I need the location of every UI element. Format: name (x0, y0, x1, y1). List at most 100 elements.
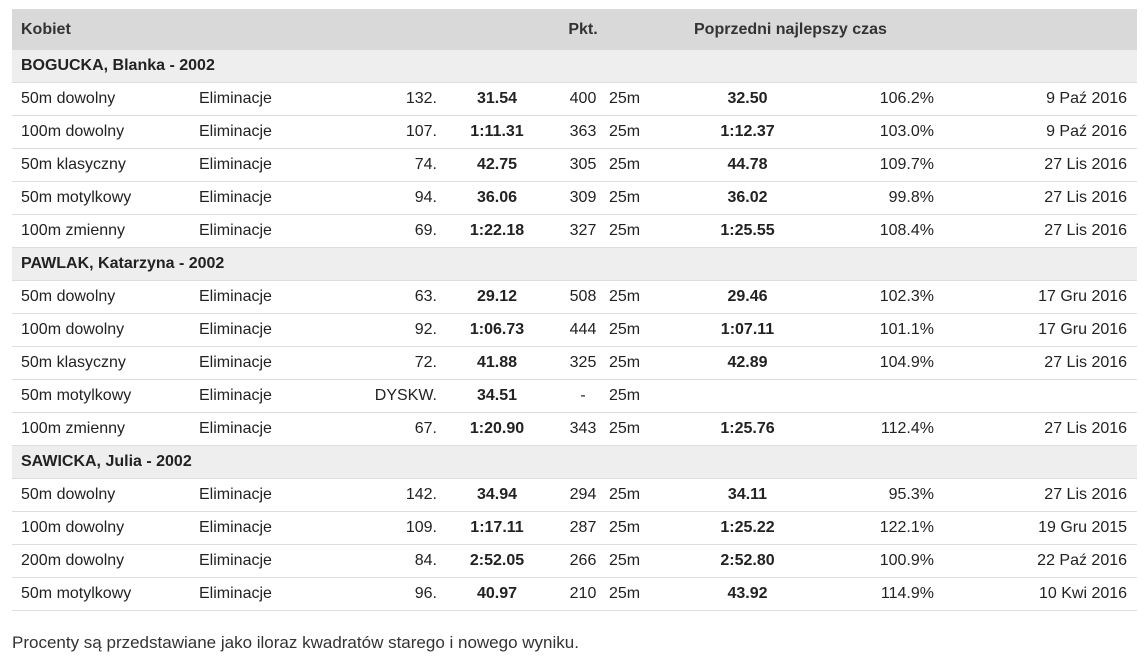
event-name: 100m dowolny (12, 115, 199, 149)
previous-best-time: 1:07.11 (684, 313, 811, 347)
percentage: 101.1% (811, 313, 934, 347)
previous-best-time: 1:12.37 (684, 115, 811, 149)
points: 325 (557, 346, 609, 380)
pool-length: 25m (609, 511, 684, 545)
pool-length: 25m (609, 478, 684, 512)
table-row: 50m motylkowy Eliminacje DYSKW. 34.51-25m (12, 379, 1138, 413)
results-table: Kobiet Pkt. Poprzedni najlepszy czas BOG… (12, 9, 1138, 611)
previous-best-date: 27 Lis 2016 (934, 412, 1138, 446)
table-row: 100m dowolny Eliminacje 107. 1:11.31 363 25m 1… (12, 115, 1138, 149)
place: 94. (322, 181, 437, 215)
place: DYSKW. (322, 379, 437, 413)
points: 444 (557, 313, 609, 347)
table-row: 100m zmienny Eliminacje 69. 1:22.18 327 25m 1:… (12, 214, 1138, 248)
points: 266 (557, 544, 609, 578)
points: 508 (557, 280, 609, 314)
table-row: 50m dowolny Eliminacje 63. 29.12 508 25m 29.46… (12, 280, 1138, 314)
percentage: 122.1% (811, 511, 934, 545)
swim-time: 29.12 (437, 280, 557, 314)
table-row: 100m dowolny Eliminacje 92. 1:06.73 444 25m 1:… (12, 313, 1138, 347)
table-row: 100m dowolny Eliminacje 109. 1:17.11 287 25m 1… (12, 511, 1138, 545)
place: 142. (322, 478, 437, 512)
percentage: 109.7% (811, 148, 934, 182)
table-row: 50m motylkowy Eliminacje 94. 36.06 309 25m 36.… (12, 181, 1138, 215)
event-name: 50m dowolny (12, 280, 199, 314)
event-name: 100m dowolny (12, 511, 199, 545)
header-kobiet: Kobiet (12, 9, 199, 50)
swim-time: 36.06 (437, 181, 557, 215)
previous-best-date: 27 Lis 2016 (934, 478, 1138, 512)
pool-length: 25m (609, 412, 684, 446)
previous-best-time: 1:25.22 (684, 511, 811, 545)
round-name: Eliminacje (199, 148, 322, 182)
swim-time: 1:11.31 (437, 115, 557, 149)
previous-best-date: 17 Gru 2016 (934, 280, 1138, 314)
event-name: 50m motylkowy (12, 181, 199, 215)
previous-best-date: 9 Paź 2016 (934, 82, 1138, 116)
points: - (557, 379, 609, 413)
round-name: Eliminacje (199, 82, 322, 116)
previous-best-date: 27 Lis 2016 (934, 346, 1138, 380)
event-name: 100m zmienny (12, 412, 199, 446)
pool-length: 25m (609, 346, 684, 380)
percentage: 104.9% (811, 346, 934, 380)
results-container: Kobiet Pkt. Poprzedni najlepszy czas BOG… (12, 9, 1138, 611)
previous-best-time (684, 379, 811, 413)
swim-time: 1:20.90 (437, 412, 557, 446)
pool-length: 25m (609, 148, 684, 182)
place: 107. (322, 115, 437, 149)
round-name: Eliminacje (199, 313, 322, 347)
previous-best-date: 9 Paź 2016 (934, 115, 1138, 149)
table-row: 100m zmienny Eliminacje 67. 1:20.90 343 25m 1:… (12, 412, 1138, 446)
points: 327 (557, 214, 609, 248)
pool-length: 25m (609, 214, 684, 248)
place: 69. (322, 214, 437, 248)
round-name: Eliminacje (199, 544, 322, 578)
table-row: 50m motylkowy Eliminacje 96. 40.97 210 25m 43.… (12, 577, 1138, 611)
table-row: 50m dowolny Eliminacje 142. 34.94 294 25m 34.1… (12, 478, 1138, 512)
event-name: 50m klasyczny (12, 148, 199, 182)
footnote: Procenty są przedstawiane jako iloraz kw… (12, 633, 579, 652)
pool-length: 25m (609, 82, 684, 116)
previous-best-time: 32.50 (684, 82, 811, 116)
event-name: 50m klasyczny (12, 346, 199, 380)
previous-best-date: 27 Lis 2016 (934, 214, 1138, 248)
place: 84. (322, 544, 437, 578)
swimmer-group-row: PAWLAK, Katarzyna - 2002 (12, 247, 1138, 281)
swim-time: 1:17.11 (437, 511, 557, 545)
event-name: 50m motylkowy (12, 379, 199, 413)
swim-time: 2:52.05 (437, 544, 557, 578)
previous-best-time: 34.11 (684, 478, 811, 512)
previous-best-date: 17 Gru 2016 (934, 313, 1138, 347)
round-name: Eliminacje (199, 214, 322, 248)
swimmer-name: SAWICKA, Julia - 2002 (12, 445, 1138, 479)
place: 74. (322, 148, 437, 182)
event-name: 100m dowolny (12, 313, 199, 347)
points: 363 (557, 115, 609, 149)
points: 309 (557, 181, 609, 215)
previous-best-time: 1:25.55 (684, 214, 811, 248)
table-row: 50m dowolny Eliminacje 132. 31.54 400 25m 32.5… (12, 82, 1138, 116)
swim-time: 1:22.18 (437, 214, 557, 248)
previous-best-time: 42.89 (684, 346, 811, 380)
previous-best-time: 29.46 (684, 280, 811, 314)
percentage: 102.3% (811, 280, 934, 314)
swimmer-group-row: BOGUCKA, Blanka - 2002 (12, 50, 1138, 83)
previous-best-date: 27 Lis 2016 (934, 181, 1138, 215)
round-name: Eliminacje (199, 181, 322, 215)
round-name: Eliminacje (199, 412, 322, 446)
previous-best-date: 19 Gru 2015 (934, 511, 1138, 545)
swim-time: 41.88 (437, 346, 557, 380)
place: 96. (322, 577, 437, 611)
place: 67. (322, 412, 437, 446)
points: 343 (557, 412, 609, 446)
points: 305 (557, 148, 609, 182)
event-name: 50m dowolny (12, 478, 199, 512)
table-row: 50m klasyczny Eliminacje 74. 42.75 305 25m 44.… (12, 148, 1138, 182)
event-name: 200m dowolny (12, 544, 199, 578)
swim-time: 34.51 (437, 379, 557, 413)
swim-time: 34.94 (437, 478, 557, 512)
previous-best-date: 22 Paź 2016 (934, 544, 1138, 578)
points: 400 (557, 82, 609, 116)
round-name: Eliminacje (199, 511, 322, 545)
